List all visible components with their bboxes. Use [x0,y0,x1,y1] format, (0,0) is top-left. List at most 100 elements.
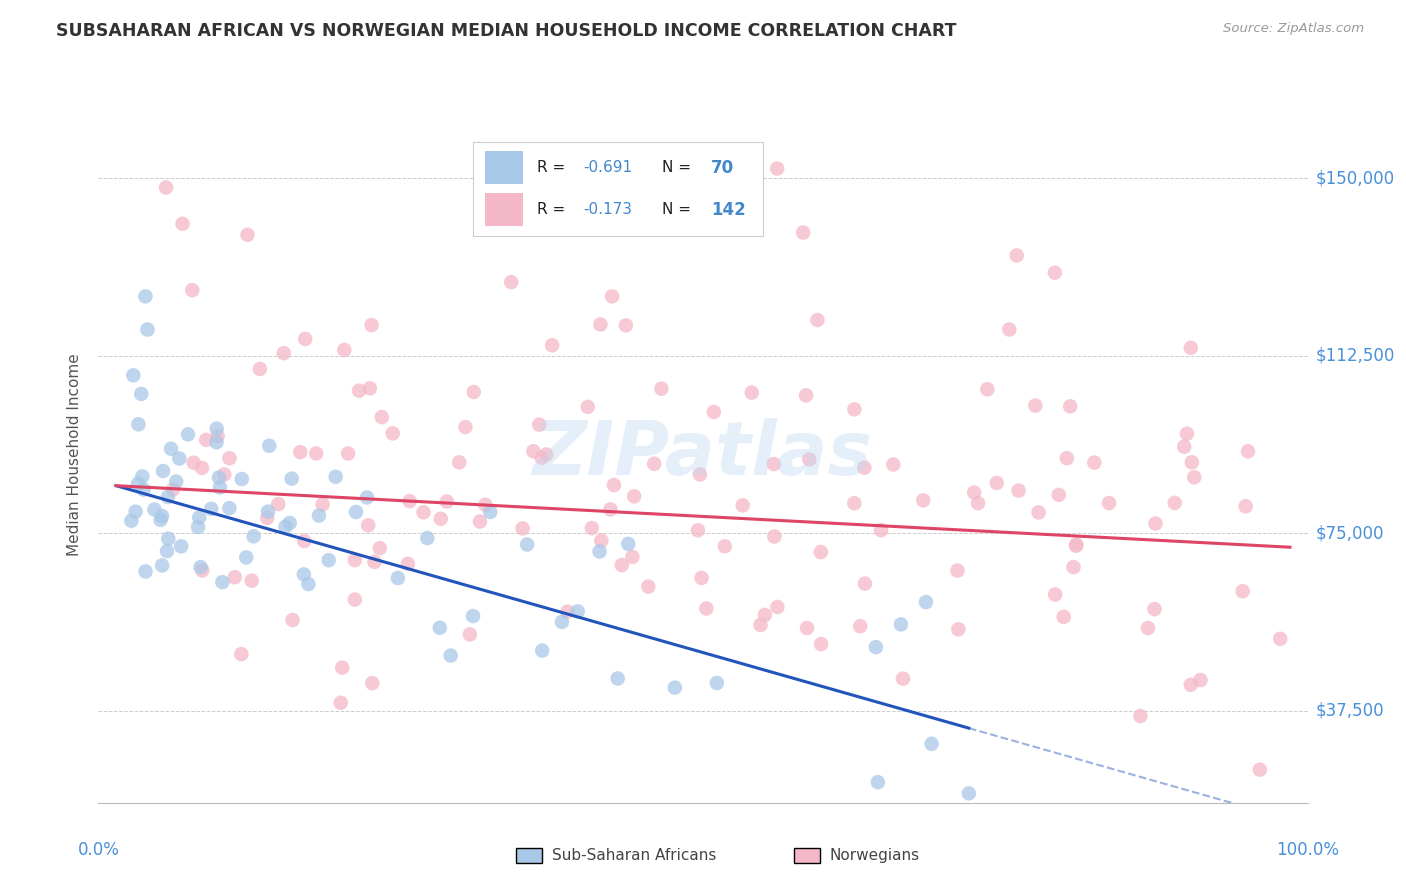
Point [325,469,347,483]
Point [150,509,173,524]
Point [188,510,211,524]
Point [976,382,998,396]
Point [290,445,312,459]
Point [281,613,304,627]
Text: $37,500: $37,500 [1316,701,1385,720]
Point [591,533,613,548]
Point [706,676,728,690]
FancyBboxPatch shape [516,848,543,863]
Point [160,442,183,456]
Point [191,461,214,475]
Bar [485,152,523,184]
Point [363,555,385,569]
Point [361,676,384,690]
Bar [485,194,523,227]
Point [124,505,146,519]
Point [799,452,821,467]
Point [280,472,302,486]
Point [165,475,187,489]
Point [208,481,231,495]
Point [274,519,297,533]
Point [311,497,333,511]
Point [695,601,717,615]
Point [224,570,246,584]
Point [749,618,772,632]
Point [429,621,451,635]
Point [766,599,789,614]
Text: R =: R = [537,202,571,218]
Point [1047,488,1070,502]
Point [589,318,612,332]
Point [231,647,253,661]
Point [882,458,904,472]
Point [689,467,711,482]
Point [398,494,420,508]
Point [416,531,439,545]
Point [170,539,193,553]
Point [600,289,623,303]
Point [318,553,340,567]
Point [1234,500,1257,514]
Point [921,737,943,751]
Point [1063,560,1085,574]
Point [191,564,214,578]
Text: 0.0%: 0.0% [77,841,120,859]
Point [610,558,633,572]
Point [531,643,554,657]
Point [557,605,579,619]
Text: Source: ZipAtlas.com: Source: ZipAtlas.com [1223,22,1364,36]
Point [344,505,367,519]
Point [1249,763,1271,777]
Point [1136,621,1159,635]
Point [461,609,484,624]
Point [359,381,381,395]
Point [162,483,184,497]
Point [368,541,391,556]
Point [998,322,1021,336]
Point [468,515,491,529]
Point [1083,456,1105,470]
Point [865,640,887,654]
Point [1182,470,1205,484]
Point [754,607,776,622]
Point [231,472,253,486]
Point [1064,539,1087,553]
Point [581,521,603,535]
Point [292,567,315,582]
Point [143,502,166,516]
Point [714,539,737,553]
Point [127,417,149,432]
Point [536,447,558,461]
Point [1270,632,1292,646]
Point [430,512,453,526]
Point [617,537,640,551]
Point [240,574,263,588]
Point [1180,678,1202,692]
Point [207,429,229,443]
Point [205,421,228,435]
Point [412,505,434,519]
Text: ZIPatlas: ZIPatlas [533,418,873,491]
Point [136,322,159,336]
Point [853,576,876,591]
Point [440,648,463,663]
Point [650,382,672,396]
Point [957,786,980,800]
Point [187,520,209,534]
Point [190,560,212,574]
Point [343,553,366,567]
Point [329,696,352,710]
Point [530,450,553,465]
Point [606,672,628,686]
Point [967,496,990,510]
Point [948,622,970,636]
Point [637,580,659,594]
Text: Sub-Saharan Africans: Sub-Saharan Africans [551,848,716,863]
Point [792,226,814,240]
Point [120,514,142,528]
Point [915,595,938,609]
Point [333,343,356,357]
Point [449,455,471,469]
Point [866,775,889,789]
Point [623,489,645,503]
